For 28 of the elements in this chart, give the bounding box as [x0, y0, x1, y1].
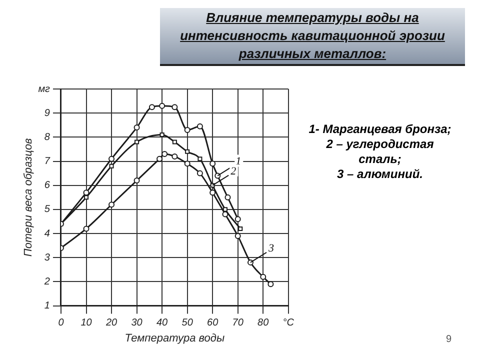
- y-tick-label: 5: [44, 204, 50, 216]
- y-tick-label: 9: [44, 108, 50, 119]
- y-tick-label: 1: [44, 300, 50, 312]
- x-tick-label: 80: [258, 318, 270, 329]
- x-tick-label: 40: [156, 318, 168, 329]
- x-tick-label: 30: [131, 318, 143, 329]
- series-label: 1: [236, 156, 242, 168]
- x-tick-label: 50: [182, 318, 194, 329]
- series-label: 3: [267, 242, 274, 254]
- text: 1- Марганцевая бронза; 2 – углеродистая сталь; 3 – алюминий.: [308, 122, 452, 182]
- x-axis-title: Температура воды: [124, 332, 225, 344]
- x-tick-label: °C: [282, 318, 295, 329]
- y-tick-label: 2: [43, 276, 50, 288]
- x-tick-label: 20: [104, 318, 118, 329]
- y-tick-label: 4: [44, 228, 50, 240]
- y-tick-label: 6: [44, 180, 50, 192]
- y-tick-label: 8: [44, 132, 50, 143]
- x-tick-label: 60: [207, 318, 219, 329]
- x-tick-label: 0: [58, 318, 64, 329]
- text: 9: [446, 334, 452, 345]
- x-tick-label: 10: [80, 318, 92, 329]
- y-axis-title: Потери веса образцов: [22, 138, 35, 257]
- y-tick-label: мг: [38, 84, 50, 95]
- x-tick-label: 70: [232, 318, 244, 329]
- y-tick-label: 3: [44, 252, 50, 264]
- series-label: 2: [230, 165, 237, 178]
- chart-title: Влияние температуры воды на интенсивность кавитационной эрозии различных металлов:: [160, 8, 465, 66]
- y-tick-label: 7: [44, 156, 50, 168]
